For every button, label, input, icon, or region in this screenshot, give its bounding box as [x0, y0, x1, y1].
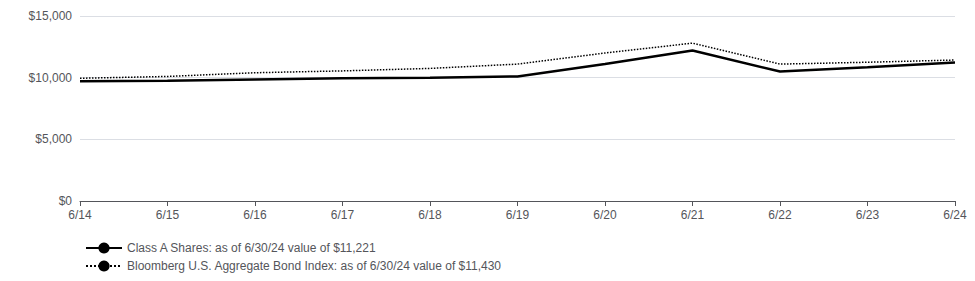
svg-text:$10,000: $10,000	[29, 71, 73, 85]
svg-text:6/20: 6/20	[593, 208, 617, 222]
svg-text:6/17: 6/17	[331, 208, 355, 222]
svg-text:6/16: 6/16	[243, 208, 267, 222]
svg-text:Bloomberg U.S. Aggregate Bond: Bloomberg U.S. Aggregate Bond Index: as …	[127, 259, 501, 273]
svg-text:6/15: 6/15	[156, 208, 180, 222]
svg-text:6/14: 6/14	[68, 208, 92, 222]
svg-text:6/24: 6/24	[943, 208, 967, 222]
svg-text:$5,000: $5,000	[35, 132, 72, 146]
svg-text:$15,000: $15,000	[29, 9, 73, 23]
svg-text:Class A Shares: as of 6/30/24: Class A Shares: as of 6/30/24 value of $…	[127, 241, 376, 255]
svg-text:$0: $0	[59, 194, 73, 208]
svg-text:6/18: 6/18	[418, 208, 442, 222]
svg-text:6/22: 6/22	[768, 208, 792, 222]
svg-text:6/19: 6/19	[506, 208, 530, 222]
svg-text:6/21: 6/21	[681, 208, 705, 222]
svg-text:6/23: 6/23	[856, 208, 880, 222]
